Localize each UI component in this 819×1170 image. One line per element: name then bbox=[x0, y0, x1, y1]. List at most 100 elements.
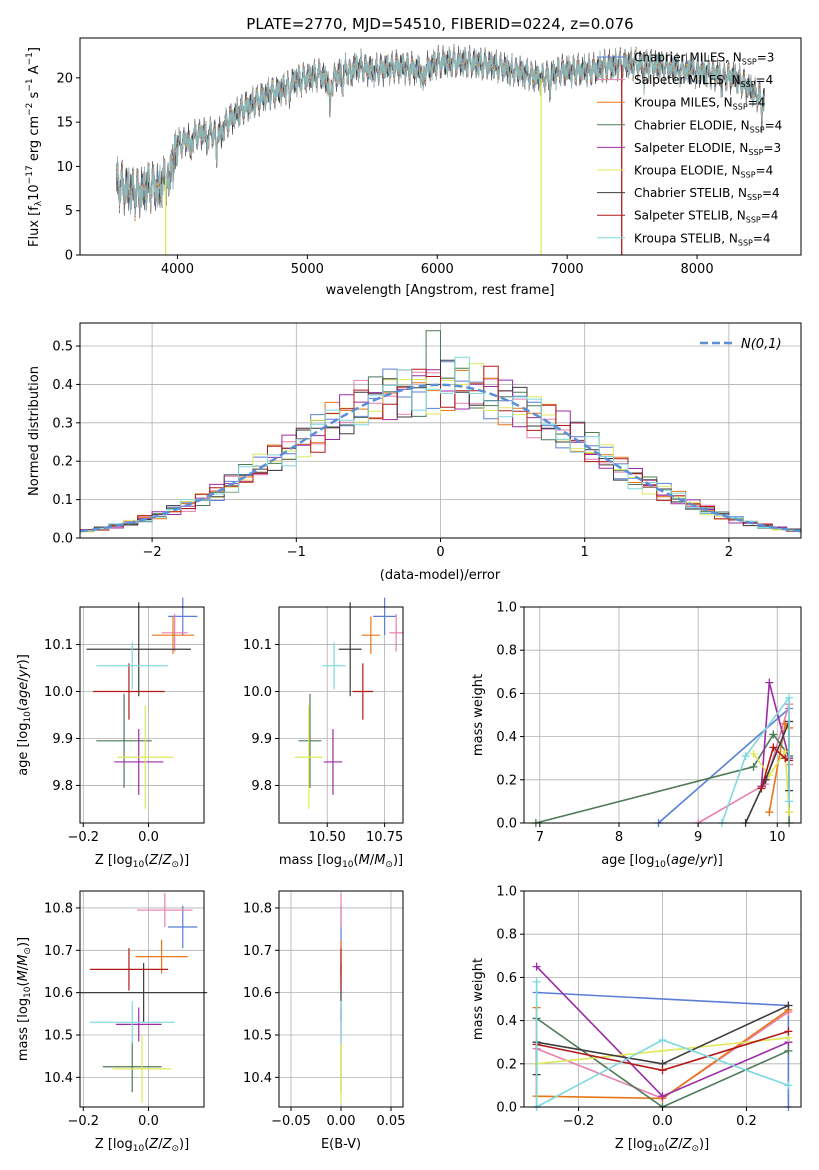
y-tick-label: 0.0 bbox=[496, 817, 517, 832]
y-tick-label: 9.9 bbox=[251, 732, 272, 747]
x-tick-label: 2 bbox=[725, 545, 733, 560]
x-tick-label: 5000 bbox=[291, 262, 324, 277]
errorbar-salpeter-stelib bbox=[352, 663, 374, 720]
y-tick-label: 0.6 bbox=[496, 687, 517, 702]
legend-label-salpeter-stelib: Salpeter STELIB, NSSP=4 bbox=[634, 209, 778, 225]
weight-marker-chabrier-stelib bbox=[784, 1001, 793, 1010]
histogram-kroupa-stelib bbox=[80, 356, 801, 532]
mass-vs-Z-panel: −0.2 0.0 10.4 10.5 10.6 10.7 10.8 Z [log10(Z/Z… bbox=[16, 890, 208, 1154]
y-tick-label: 9.8 bbox=[251, 779, 272, 794]
mass-vs-Z-y-axis-label: mass [log10(M/M⊙)] bbox=[16, 937, 33, 1061]
y-tick-label: 10.6 bbox=[44, 986, 73, 1001]
errorbar-chabrier-stelib bbox=[338, 602, 362, 697]
legend-label-chabrier-elodie: Chabrier ELODIE, NSSP=4 bbox=[634, 118, 782, 134]
errorbar-salpeter-miles bbox=[137, 893, 193, 927]
residuals-x-axis-label: (data-model)/error bbox=[380, 568, 501, 583]
errorbar-kroupa-stelib bbox=[96, 642, 169, 690]
y-tick-label: 10.7 bbox=[44, 944, 73, 959]
x-tick-label: −1 bbox=[287, 545, 306, 560]
y-tick-label: 10.6 bbox=[243, 986, 272, 1001]
errorbar-salpeter-elodie bbox=[323, 729, 343, 795]
weight-marker-kroupa-stelib bbox=[532, 977, 541, 986]
y-tick-label: 0.8 bbox=[496, 644, 517, 659]
y-tick-label: 0 bbox=[65, 249, 73, 264]
x-tick-label: 0.2 bbox=[736, 1114, 757, 1129]
errorbar-salpeter-stelib bbox=[89, 948, 169, 991]
x-tick-label: 6000 bbox=[421, 262, 454, 277]
mass-vs-Z-x-axis-label: Z [log10(Z/Z⊙)] bbox=[95, 1137, 189, 1154]
y-tick-label: 10.5 bbox=[243, 1029, 272, 1044]
x-tick-label: 1 bbox=[581, 545, 589, 560]
histogram-salpeter-stelib bbox=[80, 365, 801, 532]
weight-marker-salpeter-elodie bbox=[532, 962, 541, 971]
x-tick-label: 0.00 bbox=[327, 1114, 356, 1129]
x-tick-label: 4000 bbox=[161, 262, 194, 277]
age-vs-Z-y-axis-label: age [log10(age/yr)] bbox=[16, 654, 33, 776]
y-tick-label: 10 bbox=[56, 160, 73, 175]
y-tick-label: 10.1 bbox=[243, 638, 272, 653]
weight-marker-kroupa-elodie bbox=[658, 1046, 667, 1055]
y-tick-label: 0.0 bbox=[52, 532, 73, 547]
normal-curve bbox=[79, 383, 802, 533]
weight-vs-age-x-axis-label: age [log10(age/yr)] bbox=[601, 853, 723, 870]
legend-label-salpeter-elodie: Salpeter ELODIE, NSSP=3 bbox=[634, 141, 781, 157]
x-tick-label: 9 bbox=[694, 830, 702, 845]
x-tick-label: 10.75 bbox=[366, 830, 403, 845]
weight-line-kroupa-stelib bbox=[535, 981, 789, 1109]
x-tick-label: 0.0 bbox=[652, 1114, 673, 1129]
weight-marker-chabrier-elodie bbox=[784, 1046, 793, 1055]
errorbar-kroupa-elodie bbox=[295, 705, 323, 809]
weight-marker-salpeter-stelib bbox=[757, 784, 766, 793]
y-tick-label: 0.5 bbox=[52, 340, 73, 355]
errorbar-kroupa-elodie bbox=[112, 1035, 172, 1103]
y-tick-label: 10.5 bbox=[44, 1029, 73, 1044]
x-tick-label: 7000 bbox=[551, 262, 584, 277]
weight-line-kroupa-stelib bbox=[721, 695, 790, 824]
y-tick-label: 0.3 bbox=[52, 416, 73, 431]
errorbar-kroupa-stelib bbox=[322, 642, 346, 690]
y-tick-label: 0.1 bbox=[52, 493, 73, 508]
x-tick-label: 0.05 bbox=[377, 1114, 406, 1129]
weight-marker-kroupa-stelib bbox=[784, 1081, 793, 1090]
y-tick-label: 20 bbox=[56, 71, 73, 86]
mass-vs-EBV-panel: −0.05 0.00 0.05 10.4 10.5 10.6 10.7 10.8 E(B-V) bbox=[243, 890, 406, 1152]
x-tick-label: 0.0 bbox=[138, 830, 159, 845]
mass-vs-EBV-x-axis-label: E(B-V) bbox=[321, 1137, 361, 1152]
errorbar-salpeter-miles bbox=[389, 614, 403, 652]
y-tick-label: 10.4 bbox=[44, 1071, 73, 1086]
y-tick-label: 5 bbox=[65, 204, 73, 219]
y-tick-label: 9.8 bbox=[52, 779, 73, 794]
age-vs-Z-x-axis-label: Z [log10(Z/Z⊙)] bbox=[95, 853, 189, 870]
age-vs-mass-x-axis-label: mass [log10(M/M⊙)] bbox=[279, 853, 403, 870]
y-tick-label: 0.0 bbox=[496, 1101, 517, 1116]
residuals-legend: N(0,1) bbox=[700, 337, 782, 352]
weight-marker-kroupa-elodie bbox=[749, 749, 758, 758]
spectrum-line-kroupa-stelib bbox=[116, 46, 765, 217]
x-tick-label: −2 bbox=[143, 545, 162, 560]
errorbar-chabrier-elodie bbox=[298, 693, 322, 788]
errorbar-salpeter-stelib bbox=[93, 663, 165, 720]
weight-marker-kroupa-stelib bbox=[785, 693, 794, 702]
legend-label-salpeter-miles: Salpeter MILES, NSSP=4 bbox=[634, 73, 773, 89]
y-tick-label: 10.7 bbox=[243, 944, 272, 959]
y-tick-label: 10.0 bbox=[44, 685, 73, 700]
errorbar-kroupa-miles bbox=[135, 939, 188, 974]
y-tick-label: 10.0 bbox=[243, 685, 272, 700]
weight-marker-kroupa-stelib bbox=[741, 752, 750, 761]
errorbar-chabrier-miles bbox=[373, 597, 397, 636]
errorbar-chabrier-elodie bbox=[102, 1041, 162, 1093]
spectrum-panel: 4000 5000 6000 7000 8000 0 5 10 15 20 Chabrier MIL… bbox=[25, 37, 802, 298]
weight-marker-salpeter-elodie bbox=[658, 1092, 667, 1101]
errorbar-chabrier-elodie bbox=[96, 693, 152, 788]
weight-marker-salpeter-stelib bbox=[769, 743, 778, 752]
errorbar-kroupa-stelib bbox=[89, 1001, 175, 1044]
y-tick-label: 10.8 bbox=[44, 901, 73, 916]
weight-marker-chabrier-elodie bbox=[769, 730, 778, 739]
errorbar-kroupa-elodie bbox=[117, 705, 173, 809]
x-tick-label: −0.2 bbox=[563, 1114, 595, 1129]
residuals-legend-label: N(0,1) bbox=[741, 337, 782, 352]
weight-vs-Z-x-axis-label: Z [log10(Z/Z⊙)] bbox=[615, 1137, 709, 1154]
x-tick-label: 8 bbox=[615, 830, 623, 845]
legend-label-kroupa-miles: Kroupa MILES, NSSP=4 bbox=[634, 96, 765, 112]
spectrum-x-axis-label: wavelength [Angstrom, rest frame] bbox=[326, 283, 555, 298]
